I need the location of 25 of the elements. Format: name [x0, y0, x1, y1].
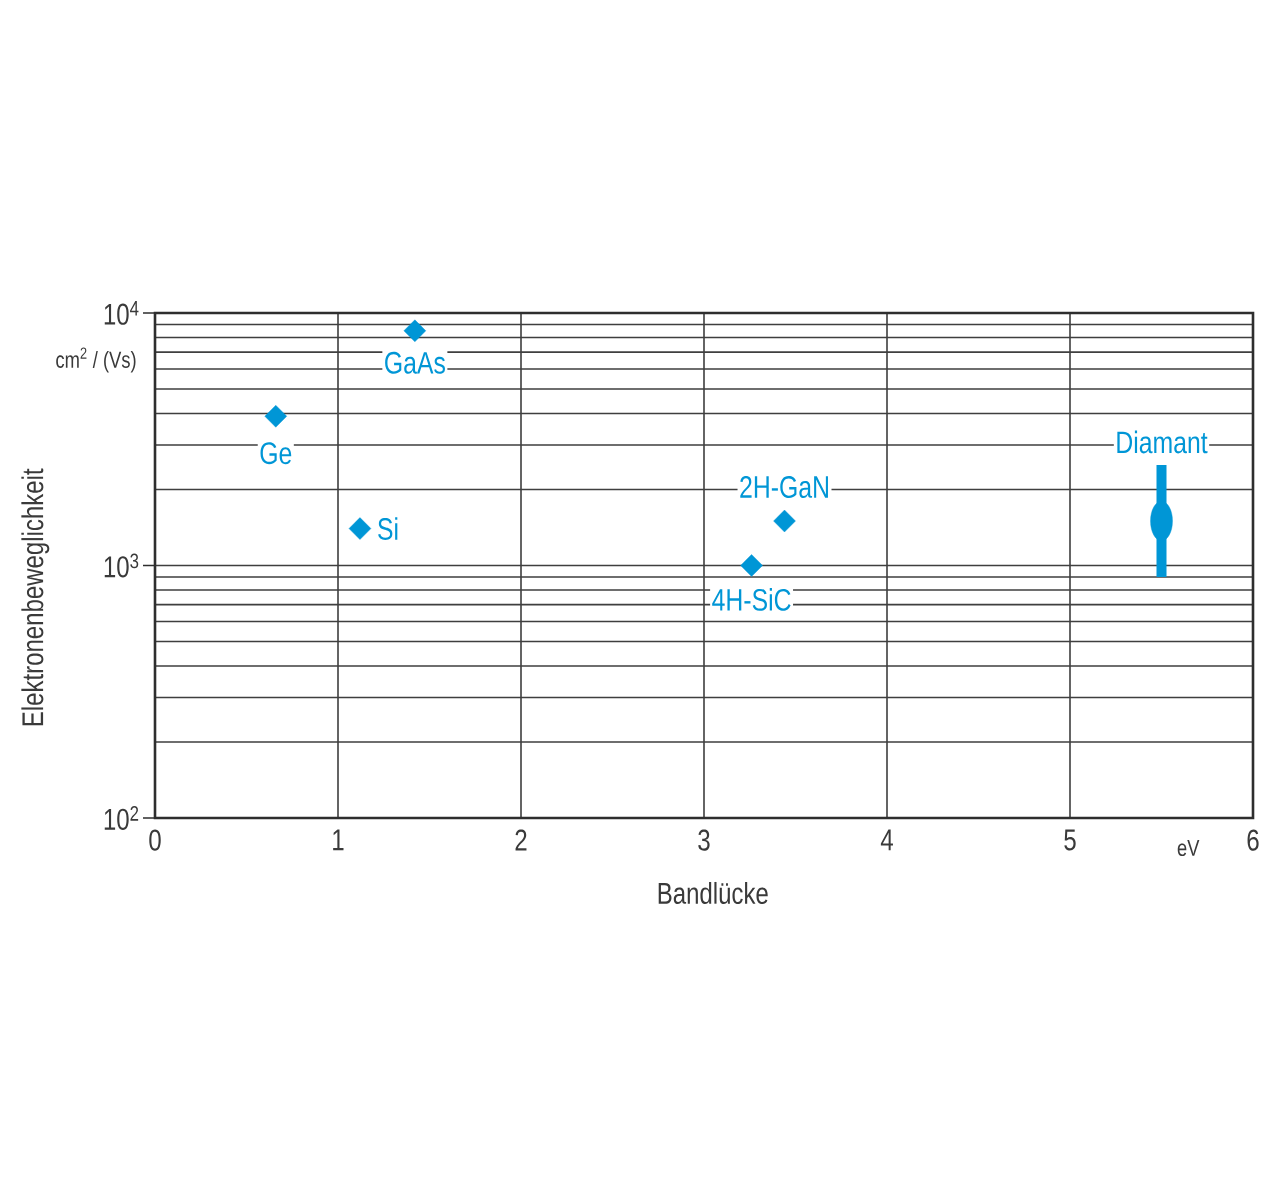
annotation: 2H-GaN: [740, 476, 828, 498]
text: eV: [1177, 839, 1200, 856]
y-tick-label: 10$^{4}$: [104, 301, 139, 325]
point: [348, 517, 372, 540]
annotation: GaAs: [385, 351, 445, 374]
annotation: Ge: [260, 442, 292, 465]
x-tick-label: 2: [515, 829, 527, 851]
point: [773, 509, 796, 533]
x-tick-label: 4: [880, 829, 893, 851]
y-tick-label: 10$^{2}$: [104, 805, 139, 830]
point: [740, 554, 763, 577]
y-axis-title: Elektronenbeweglichkeit: [21, 468, 50, 726]
x-tick-label: 0: [149, 829, 161, 851]
point: [264, 405, 287, 428]
annotation: Si: [378, 517, 398, 540]
x-tick-label: 1: [333, 829, 344, 851]
x-tick-label: 6: [1247, 829, 1259, 851]
x-tick-label: 5: [1064, 829, 1076, 851]
annotation: 4H-SiC: [712, 588, 791, 611]
point: [403, 319, 427, 342]
annotation: Diamant: [1117, 430, 1208, 454]
text: cm$^{2}$ / (Vs): [56, 347, 136, 373]
y-tick-label: 10$^{3}$: [104, 553, 139, 578]
x-axis-title: Bandlücke: [658, 881, 768, 904]
x-tick-label: 3: [698, 829, 710, 851]
